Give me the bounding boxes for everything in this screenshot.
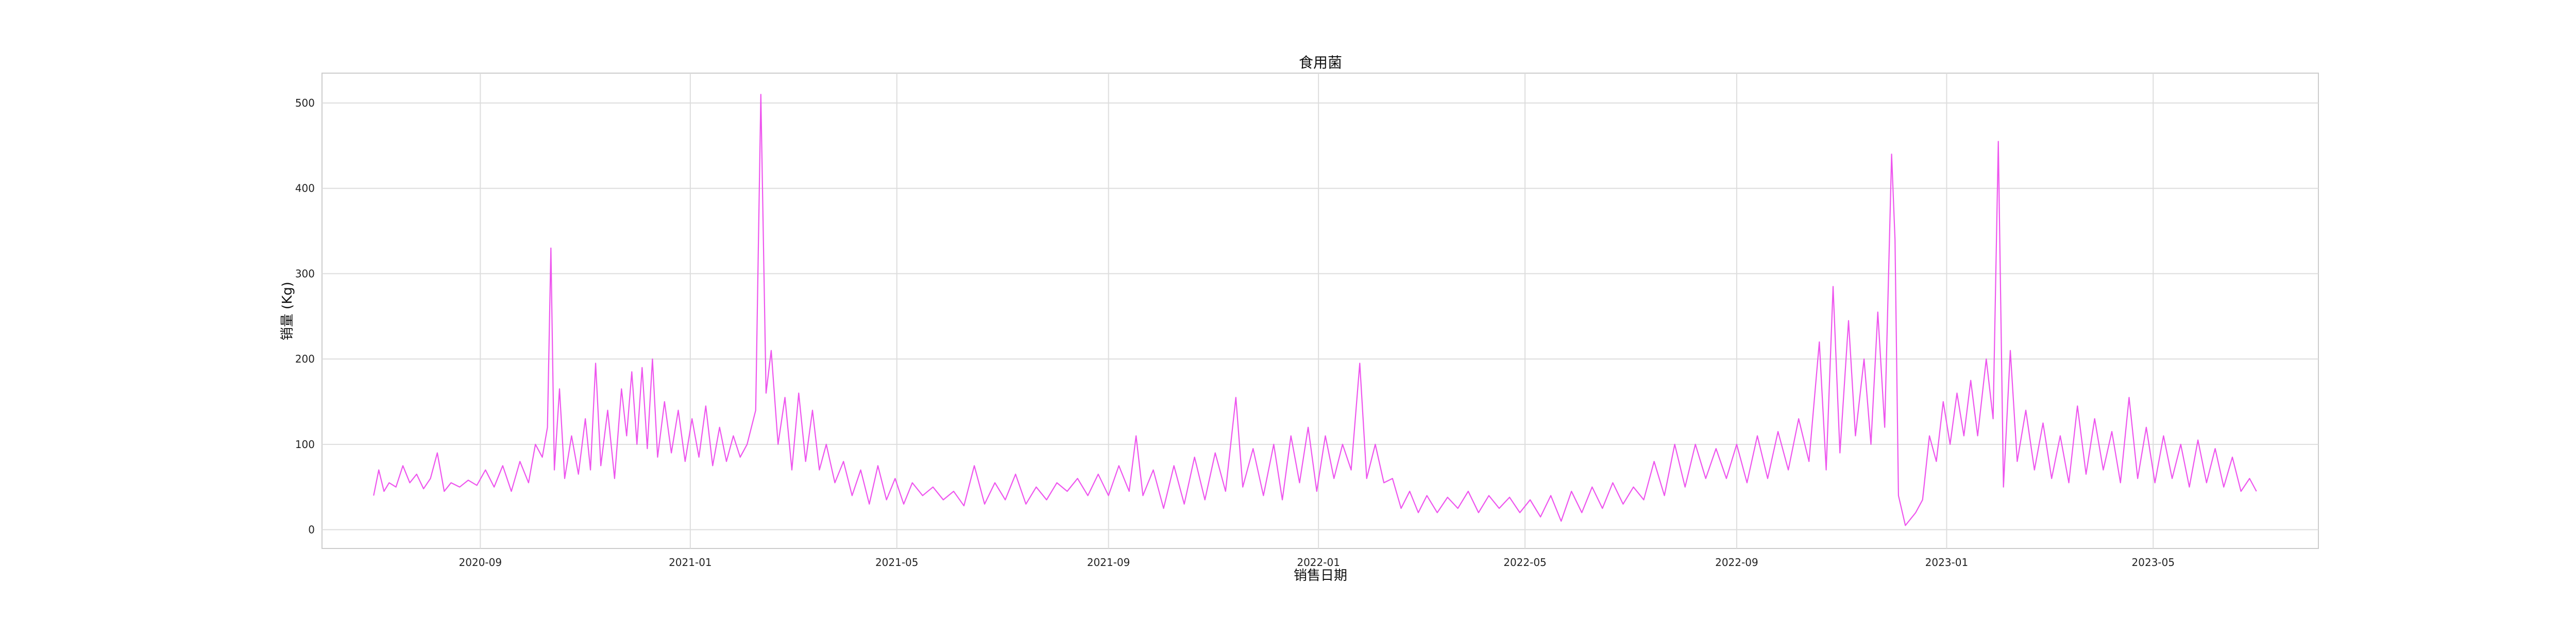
y-tick-label: 100: [295, 438, 315, 451]
y-axis-label: 销量 (Kg): [280, 282, 295, 340]
plot-area: [321, 73, 2319, 549]
x-tick-label: 2022-01: [1297, 556, 1340, 569]
grid-lines: [322, 73, 2318, 548]
y-tick-label: 300: [295, 267, 315, 280]
x-tick-label: 2021-05: [875, 556, 919, 569]
chart-title: 食用菌: [1299, 54, 1342, 71]
y-tick-label: 400: [295, 182, 315, 195]
x-tick-label: 2022-05: [1503, 556, 1547, 569]
x-tick-label: 2021-09: [1087, 556, 1130, 569]
y-tick-label: 0: [308, 524, 315, 536]
series-line: [373, 94, 2257, 526]
x-tick-label: 2021-01: [669, 556, 712, 569]
x-tick-label: 2020-09: [459, 556, 502, 569]
y-tick-label: 500: [295, 97, 315, 109]
x-tick-label: 2023-05: [2132, 556, 2175, 569]
series-layer: [373, 94, 2257, 526]
x-axis: 2020-09 2021-01 2021-05 2021-09 2022-01 2022-…: [459, 556, 2175, 569]
y-axis: 0 100 200 300 400 500: [295, 97, 315, 536]
x-axis-label: 销售日期: [1294, 568, 1347, 583]
y-tick-label: 200: [295, 353, 315, 365]
x-tick-label: 2023-01: [1925, 556, 1969, 569]
x-tick-label: 2022-09: [1715, 556, 1758, 569]
